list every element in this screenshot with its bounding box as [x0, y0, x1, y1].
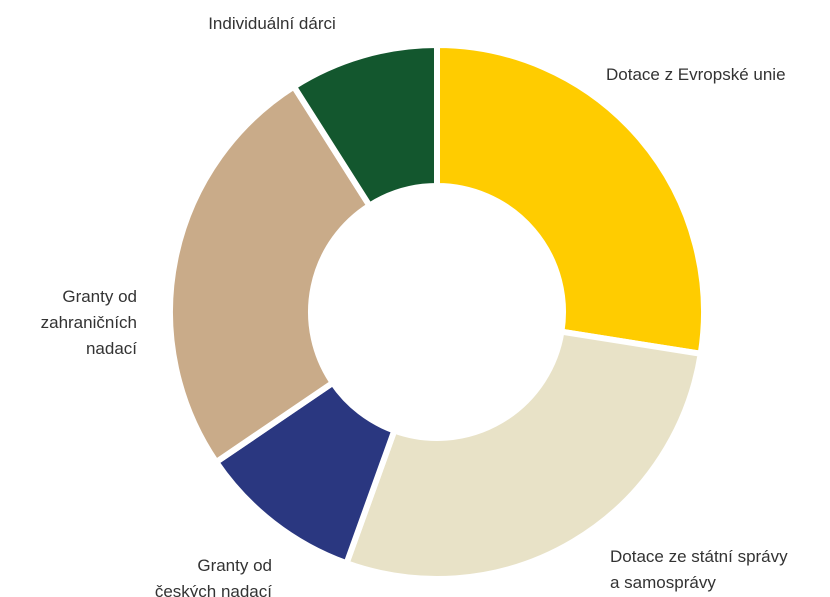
slice-label-1: Dotace z Evropské unie [606, 65, 786, 84]
slices-group [167, 41, 707, 582]
slice-label-line: a samosprávy [610, 573, 716, 592]
labels-group: Dotace z Evropské unie Dotace ze státní s… [41, 14, 789, 597]
donut-slice-5 [289, 41, 440, 210]
slice-label-3: Granty od českých nadací [155, 556, 272, 597]
slice-label-line: Dotace ze státní správy [610, 547, 788, 566]
slice-label-line: nadací [86, 339, 137, 358]
slice-label-5: Individuální dárci [208, 14, 336, 33]
slice-label-line: zahraničních [41, 313, 137, 332]
slice-label-line: Dotace z Evropské unie [606, 65, 786, 84]
slice-label-2: Dotace ze státní správy a samosprávy [610, 547, 788, 592]
donut-slice-4 [167, 82, 374, 467]
donut-slice-2 [342, 328, 705, 582]
slice-label-line: českých nadací [155, 582, 272, 597]
slice-label-line: Granty od [62, 287, 137, 306]
slice-label-line: Individuální dárci [208, 14, 336, 33]
slice-label-line: Granty od [197, 556, 272, 575]
donut-slice-1 [434, 41, 707, 358]
slice-label-4: Granty od zahraničních nadací [41, 287, 138, 358]
